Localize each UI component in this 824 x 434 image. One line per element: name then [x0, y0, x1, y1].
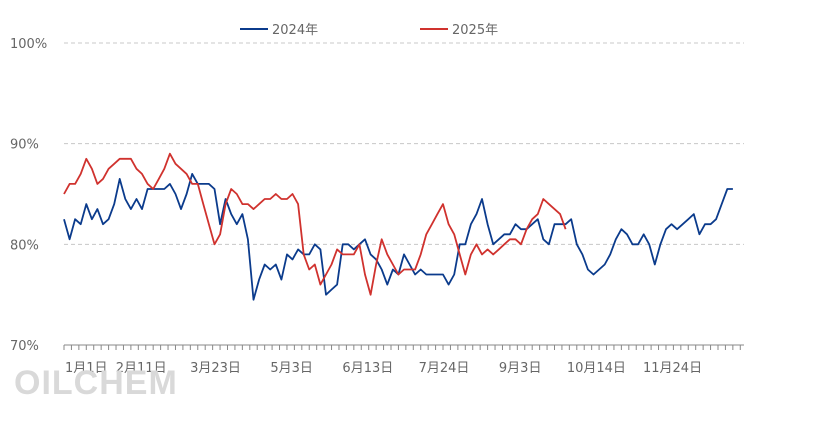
legend-label: 2024年	[272, 23, 318, 38]
series-lines	[63, 152, 733, 301]
y-tick-label: 90%	[10, 138, 39, 153]
y-tick-label: 80%	[10, 238, 39, 253]
x-tick-label: 6月13日	[342, 361, 393, 376]
watermark-logo: OILCHEM	[14, 364, 178, 402]
x-axis: 1月1日 2月11日 3月23日 5月3日 6月13日 7月24日 9月3日 10月14日 11…	[63, 344, 744, 376]
series-line-1	[63, 173, 733, 301]
legend: 2024年 2025年	[240, 23, 498, 38]
y-tick-label: 70%	[10, 339, 39, 354]
legend-label: 2025年	[452, 23, 498, 38]
x-tick-label: 1月1日	[65, 361, 108, 376]
x-tick-label: 9月3日	[499, 361, 542, 376]
x-tick-label: 2月11日	[116, 361, 167, 376]
x-tick-label: 7月24日	[419, 361, 470, 376]
series-line-2	[63, 152, 567, 296]
y-tick-label: 100%	[10, 37, 47, 52]
x-tick-label: 3月23日	[190, 361, 241, 376]
grid: 70% 80% 90% 100%	[10, 37, 744, 354]
x-tick-label: 10月14日	[567, 361, 626, 376]
x-tick-label: 11月24日	[643, 361, 702, 376]
x-tick-label: 5月3日	[270, 361, 313, 376]
